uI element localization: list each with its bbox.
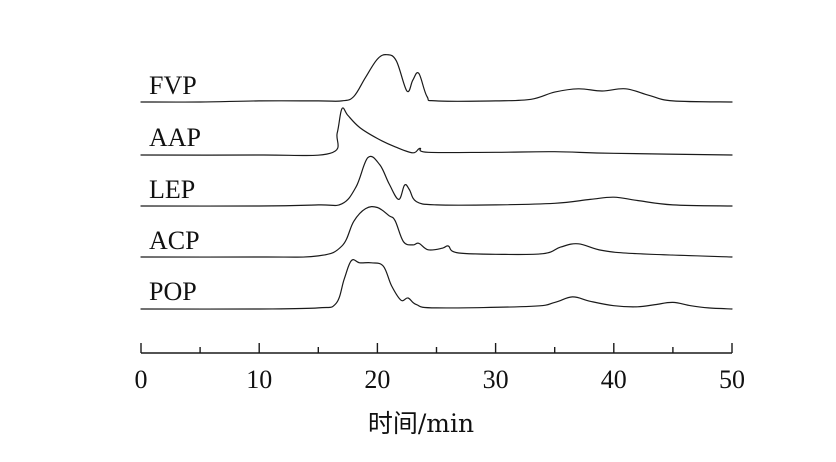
trace-pop: [140, 259, 733, 310]
series-labels: FVP AAP LEP ACP POP: [149, 71, 201, 306]
series-label-aap: AAP: [149, 123, 201, 152]
chromatogram-traces: [140, 54, 733, 310]
x-axis-title: 时间/min: [368, 409, 474, 438]
tick-label-40: 40: [601, 365, 627, 394]
tick-label-30: 30: [483, 365, 509, 394]
tick-label-0: 0: [135, 365, 148, 394]
tick-label-10: 10: [246, 365, 272, 394]
series-label-lep: LEP: [149, 175, 195, 204]
series-label-fvp: FVP: [149, 71, 197, 100]
trace-fvp: [140, 54, 733, 103]
trace-aap: [140, 107, 733, 157]
series-label-acp: ACP: [149, 226, 200, 255]
tick-label-20: 20: [364, 365, 390, 394]
tick-label-50: 50: [719, 365, 745, 394]
trace-acp: [140, 206, 733, 258]
series-label-pop: POP: [149, 277, 197, 306]
trace-lep: [140, 155, 733, 207]
x-axis-ticks: 0 10 20 30 40 50: [135, 343, 745, 394]
